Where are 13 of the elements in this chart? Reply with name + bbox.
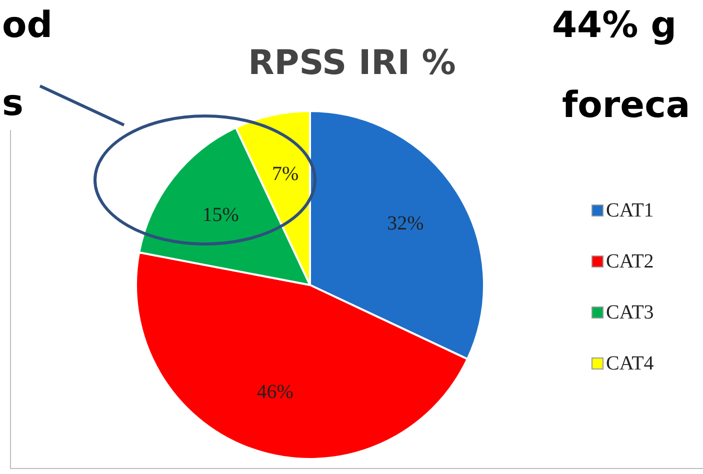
legend-label: CAT1 <box>606 199 654 222</box>
text: 44% g <box>552 5 676 46</box>
data-label: 15% <box>202 204 239 226</box>
legend-label: CAT4 <box>606 352 654 374</box>
text: foreca <box>562 85 690 126</box>
text: s <box>2 83 24 124</box>
legend-label: CAT3 <box>606 301 654 324</box>
legend-label: CAT2 <box>606 250 654 272</box>
data-label: 7% <box>272 162 299 185</box>
data-label: 46% <box>256 380 294 403</box>
text: od <box>2 5 53 46</box>
data-label: 32% <box>387 212 424 235</box>
chart-title: RPSS IRI % <box>248 42 456 83</box>
